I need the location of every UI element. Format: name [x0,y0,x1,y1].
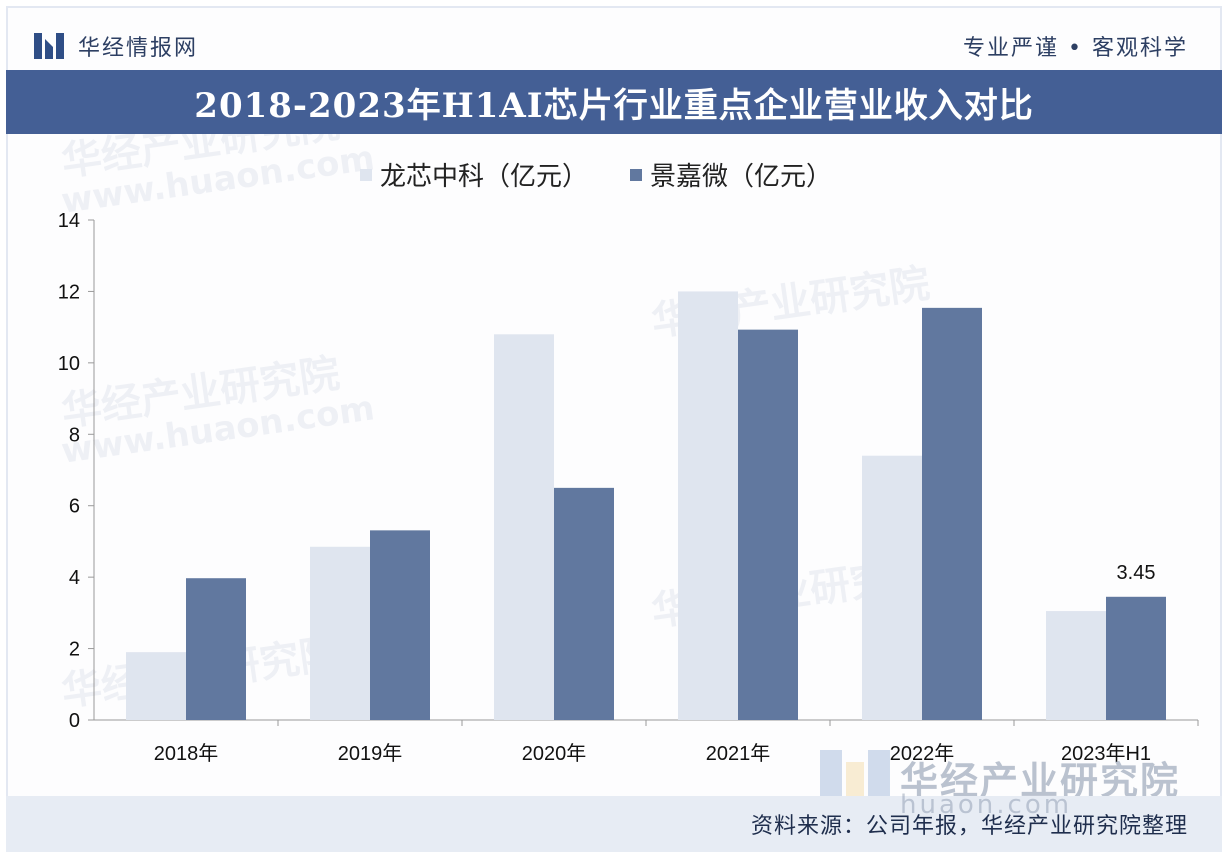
bar-2 [922,307,982,720]
brand-logo: 华经情报网 [34,30,198,62]
title-band: 2018-2023年H1AI芯片行业重点企业营业收入对比 [6,70,1222,134]
y-tick-label: 6 [69,496,80,518]
bar-1 [310,546,370,720]
brand-name: 华经情报网 [78,36,199,61]
y-tick-label: 2 [69,639,80,661]
x-tick-label: 2021年 [706,742,771,765]
bar-2 [1106,596,1166,720]
bar-2 [738,329,798,720]
bar-2 [370,530,430,720]
bar-1 [678,291,738,720]
x-tick-label: 2018年 [154,742,219,765]
y-tick-label: 0 [69,710,80,732]
legend-label: 景嘉微（亿元） [650,162,833,192]
corner-watermark-text: 华经产业研究院 [900,758,1181,803]
source-note: 资料来源：公司年报，华经产业研究院整理 [750,814,1188,839]
legend: 龙芯中科（亿元） 景嘉微（亿元） [360,156,832,193]
legend-item-series2: 景嘉微（亿元） [630,156,832,193]
bar-1 [862,455,922,720]
legend-item-series1: 龙芯中科（亿元） [360,156,588,193]
bar-1 [494,334,554,720]
x-tick-label: 2023年H1 [1061,742,1151,765]
y-tick-label: 10 [58,353,80,375]
bar-2 [186,578,246,720]
y-tick-label: 8 [69,424,80,446]
bar-2 [554,487,614,720]
legend-swatch [630,168,643,181]
y-tick-label: 14 [58,210,80,232]
data-label: 3.45 [1117,562,1156,584]
chart-title: 2018-2023年H1AI芯片行业重点企业营业收入对比 [194,85,1034,126]
x-tick-label: 2019年 [338,742,403,765]
x-tick-label: 2022年 [890,742,955,765]
legend-label: 龙芯中科（亿元） [380,162,589,192]
y-tick-label: 12 [58,281,80,303]
corner-watermark-url: huaon.com [900,790,1073,820]
slogan: 专业严谨 • 客观科学 [963,36,1188,61]
corner-watermark: 华经产业研究院 [820,742,1180,812]
bar-1 [1046,611,1106,720]
brand-mark-icon [34,31,64,61]
bar-1 [126,652,186,720]
y-tick-label: 4 [69,567,80,589]
x-tick-label: 2020年 [522,742,587,765]
legend-swatch [360,168,372,181]
footer: 资料来源：公司年报，华经产业研究院整理 [6,796,1222,852]
